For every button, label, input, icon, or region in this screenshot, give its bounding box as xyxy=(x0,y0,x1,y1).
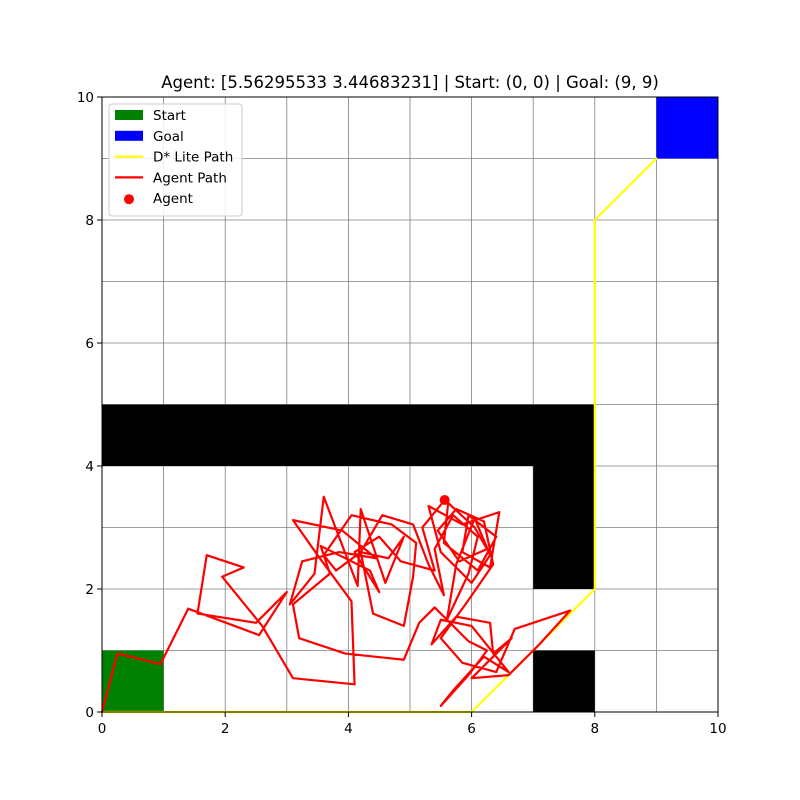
y-tick-label: 2 xyxy=(85,582,94,598)
obstacle-cell xyxy=(533,650,595,712)
agent-marker xyxy=(439,495,450,506)
legend-swatch-start xyxy=(115,110,143,120)
agent-path-line xyxy=(100,495,572,714)
legend-swatch-agent xyxy=(124,194,134,205)
x-tick-label: 2 xyxy=(221,721,230,737)
x-tick-label: 6 xyxy=(467,721,476,737)
y-tick-label: 8 xyxy=(85,213,94,229)
chart-title: Agent: [5.56295533 3.44683231] | Start: … xyxy=(161,73,659,92)
y-tick-label: 4 xyxy=(85,459,94,475)
obstacle-cell xyxy=(102,404,595,466)
legend-label-goal: Goal xyxy=(153,129,184,145)
x-tick-label: 10 xyxy=(709,721,726,737)
y-tick-label: 0 xyxy=(85,705,94,721)
legend-label-agent: Agent xyxy=(153,191,193,207)
x-tick-label: 4 xyxy=(344,721,353,737)
legend-swatch-goal xyxy=(115,130,143,141)
x-tick-label: 8 xyxy=(591,721,600,737)
legend-label-start: Start xyxy=(153,108,186,124)
legend-label-d-lite-path: D* Lite Path xyxy=(153,150,233,166)
start-cell xyxy=(102,650,164,712)
x-tick-label: 0 xyxy=(98,721,107,737)
plot-area: 0 2 4 6 8 10 0 2 4 6 8 10 xyxy=(77,90,727,737)
legend: Start Goal D* Lite Path Agent Path Agent xyxy=(108,103,243,217)
goal-cell xyxy=(656,97,718,159)
legend-label-agent-path: Agent Path xyxy=(153,170,227,186)
y-tick-label: 10 xyxy=(77,90,94,106)
axes-frame xyxy=(101,96,719,713)
obstacle-cell xyxy=(533,466,595,589)
y-tick-label: 6 xyxy=(85,336,94,352)
